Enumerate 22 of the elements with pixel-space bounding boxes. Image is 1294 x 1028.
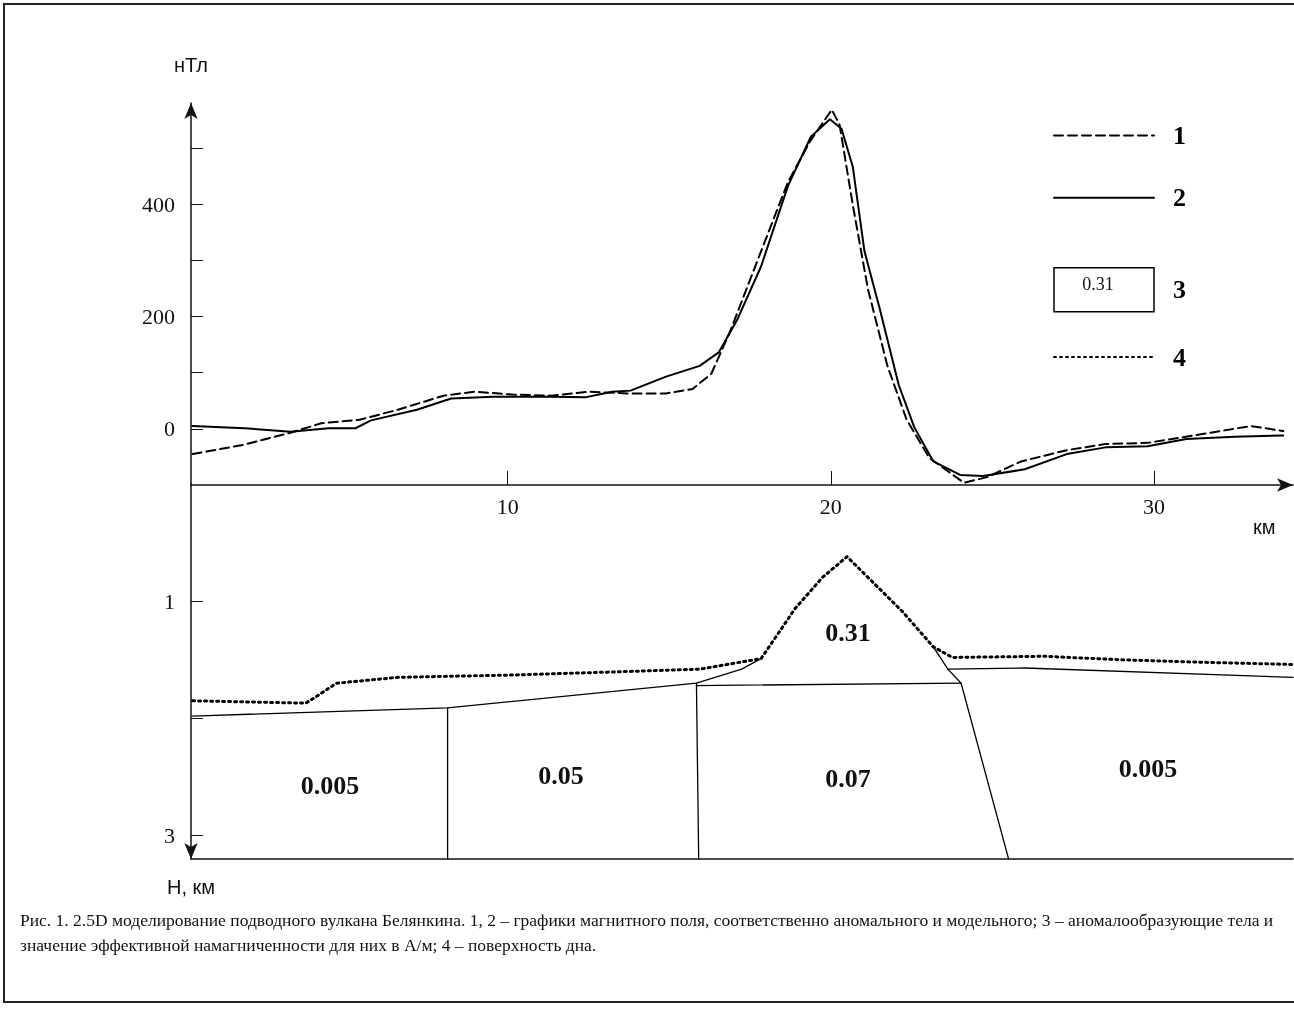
y-tick-label: 3	[164, 823, 175, 849]
y-tick-label: 400	[142, 191, 175, 217]
x-tick-label: 30	[1143, 493, 1166, 519]
y-axis-title: Н, км	[166, 876, 216, 898]
annotation: 0.31	[1082, 274, 1114, 294]
text: Рис. 1. 2.5D моделирование подводного вулкана Белянкина. 1, 2 – графики магнитного поля, соответственно аномального и модельного; 3 – аномалообразующие тела и значение эффективной намагниченности для них в А/м; 4 – поверхность дна.	[20, 909, 1275, 957]
annotation: 0.31	[825, 617, 871, 647]
x-axis-title: км	[1253, 516, 1276, 538]
annotation: 0.005	[300, 770, 360, 800]
y-tick-label: 0	[164, 416, 175, 442]
annotation: 0.05	[538, 760, 584, 790]
legend-label: 4	[1173, 342, 1186, 372]
y-axis-title: нТл	[173, 54, 209, 76]
legend-label: 3	[1173, 275, 1186, 305]
x-tick-label: 20	[819, 493, 842, 519]
y-tick-label: 1	[164, 588, 175, 614]
annotation: 0.005	[1118, 753, 1178, 783]
y-tick-label: 200	[142, 303, 175, 329]
x-tick-label: 10	[496, 493, 519, 519]
legend-label: 1	[1173, 121, 1186, 151]
annotation: 0.07	[825, 763, 871, 793]
legend-label: 2	[1173, 183, 1186, 213]
